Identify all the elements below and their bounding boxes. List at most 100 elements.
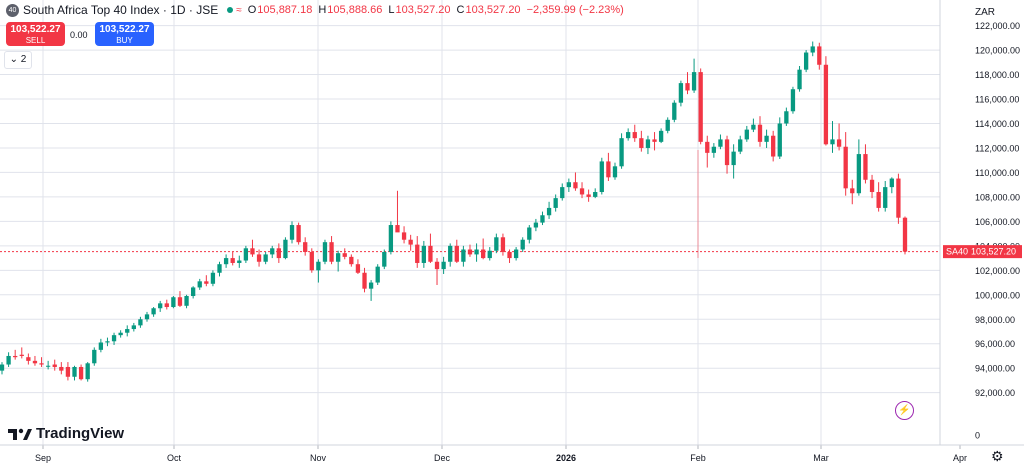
y-tick-label: 98,000.00 bbox=[975, 315, 1015, 325]
x-tick-label: 2026 bbox=[556, 453, 576, 463]
candle-body bbox=[612, 166, 618, 178]
candle-body bbox=[672, 102, 677, 120]
candle-body bbox=[276, 248, 281, 259]
candle-body bbox=[32, 360, 38, 364]
candle-body bbox=[388, 225, 394, 252]
candle-body bbox=[474, 249, 479, 255]
y-tick-label: 108,000.00 bbox=[975, 192, 1020, 202]
lightning-icon[interactable]: ⚡ bbox=[895, 401, 914, 420]
candle-body bbox=[586, 194, 591, 197]
candle-body bbox=[355, 264, 361, 273]
candle-body bbox=[626, 132, 631, 139]
x-tick-label: Nov bbox=[310, 453, 327, 463]
candle-body bbox=[111, 335, 117, 342]
gear-icon[interactable]: ⚙ bbox=[991, 448, 1004, 464]
candle-body bbox=[500, 237, 506, 252]
candle-body bbox=[757, 124, 763, 142]
candle-body bbox=[45, 365, 51, 367]
candle-body bbox=[296, 225, 301, 243]
candle-body bbox=[896, 178, 901, 218]
candle-body bbox=[65, 366, 71, 377]
candle-body bbox=[507, 251, 512, 259]
candle-body bbox=[784, 111, 789, 124]
buy-label: BUY bbox=[116, 36, 133, 45]
candle-body bbox=[448, 245, 453, 262]
candle-body bbox=[823, 64, 829, 145]
candle-body bbox=[289, 225, 295, 240]
symbol-title[interactable]: South Africa Top 40 Index · 1D · JSE bbox=[23, 3, 219, 17]
candle-body bbox=[869, 179, 875, 193]
y-tick-label: 120,000.00 bbox=[975, 46, 1020, 56]
candle-body bbox=[243, 248, 249, 261]
candle-body bbox=[731, 151, 736, 166]
y-tick-label: 118,000.00 bbox=[975, 70, 1019, 80]
data-source-icon[interactable]: ≈ bbox=[236, 4, 242, 16]
candle-body bbox=[362, 272, 367, 289]
candle-body bbox=[461, 249, 466, 262]
candle-body bbox=[836, 139, 842, 147]
candle-body bbox=[606, 161, 611, 178]
candle-body bbox=[718, 139, 723, 147]
candle-body bbox=[428, 245, 433, 262]
candle-body bbox=[39, 363, 44, 365]
tradingview-logo[interactable]: TradingView bbox=[8, 425, 124, 442]
candle-body bbox=[777, 123, 782, 157]
candle-body bbox=[705, 141, 710, 153]
buy-price: 103,522.27 bbox=[99, 24, 150, 35]
candle-body bbox=[13, 355, 18, 358]
candle-body bbox=[336, 253, 341, 262]
market-status-icon[interactable] bbox=[227, 7, 234, 13]
candle-body bbox=[177, 297, 183, 306]
candle-body bbox=[678, 83, 684, 103]
indicators-toggle[interactable]: ⌄ 2 bbox=[4, 51, 32, 69]
sell-button[interactable]: 103,522.27 SELL bbox=[6, 22, 65, 46]
candle-body bbox=[283, 239, 288, 259]
candle-body bbox=[540, 215, 545, 223]
currency-label: ZAR bbox=[975, 7, 995, 18]
candle-body bbox=[863, 154, 868, 180]
candle-body bbox=[118, 332, 123, 336]
candle-body bbox=[131, 325, 136, 330]
y-tick-label: 102,000.00 bbox=[975, 266, 1020, 276]
candle-body bbox=[309, 251, 314, 271]
candle-body bbox=[322, 242, 328, 262]
candle-body bbox=[560, 187, 565, 199]
symbol-logo[interactable]: 40 bbox=[6, 3, 19, 17]
change-value: −2,359.99 (−2.23%) bbox=[526, 4, 624, 16]
candle-body bbox=[223, 258, 229, 265]
sell-price: 103,522.27 bbox=[10, 24, 61, 35]
candle-body bbox=[401, 232, 407, 240]
candle-body bbox=[645, 139, 651, 148]
open-value: 105,887.18 bbox=[257, 4, 313, 16]
candle-body bbox=[803, 52, 809, 70]
price-axis[interactable]: 122,000.00 120,000.00 118,000.00 116,000.00… bbox=[975, 21, 1020, 440]
candle-body bbox=[454, 245, 459, 262]
buy-button[interactable]: 103,522.27 BUY bbox=[95, 22, 154, 46]
low-label: L bbox=[388, 4, 395, 16]
candle-body bbox=[138, 319, 143, 326]
candle-body bbox=[889, 178, 894, 188]
candle-body bbox=[184, 296, 189, 306]
candle-body bbox=[329, 242, 334, 262]
candle-body bbox=[250, 248, 255, 255]
x-tick-label: Dec bbox=[434, 453, 451, 463]
candle-body bbox=[883, 187, 888, 208]
candle-body bbox=[125, 329, 130, 333]
candle-body bbox=[691, 72, 697, 91]
candle-body bbox=[144, 314, 150, 320]
candle-body bbox=[382, 251, 387, 267]
candle-body bbox=[843, 146, 848, 189]
candle-body bbox=[546, 207, 552, 216]
candle-body bbox=[487, 250, 492, 259]
candle-body bbox=[513, 249, 519, 259]
candle-body bbox=[395, 225, 400, 233]
candle-body bbox=[349, 256, 354, 265]
candle-body bbox=[151, 308, 156, 315]
y-tick-label: 116,000.00 bbox=[975, 95, 1019, 105]
high-label: H bbox=[318, 4, 327, 16]
candle-body bbox=[856, 154, 862, 194]
candle-body bbox=[316, 261, 321, 271]
y-tick-label: 110,000.00 bbox=[975, 168, 1019, 178]
time-axis[interactable]: Sep Oct Nov Dec 2026 Feb Mar Apr bbox=[35, 453, 967, 463]
